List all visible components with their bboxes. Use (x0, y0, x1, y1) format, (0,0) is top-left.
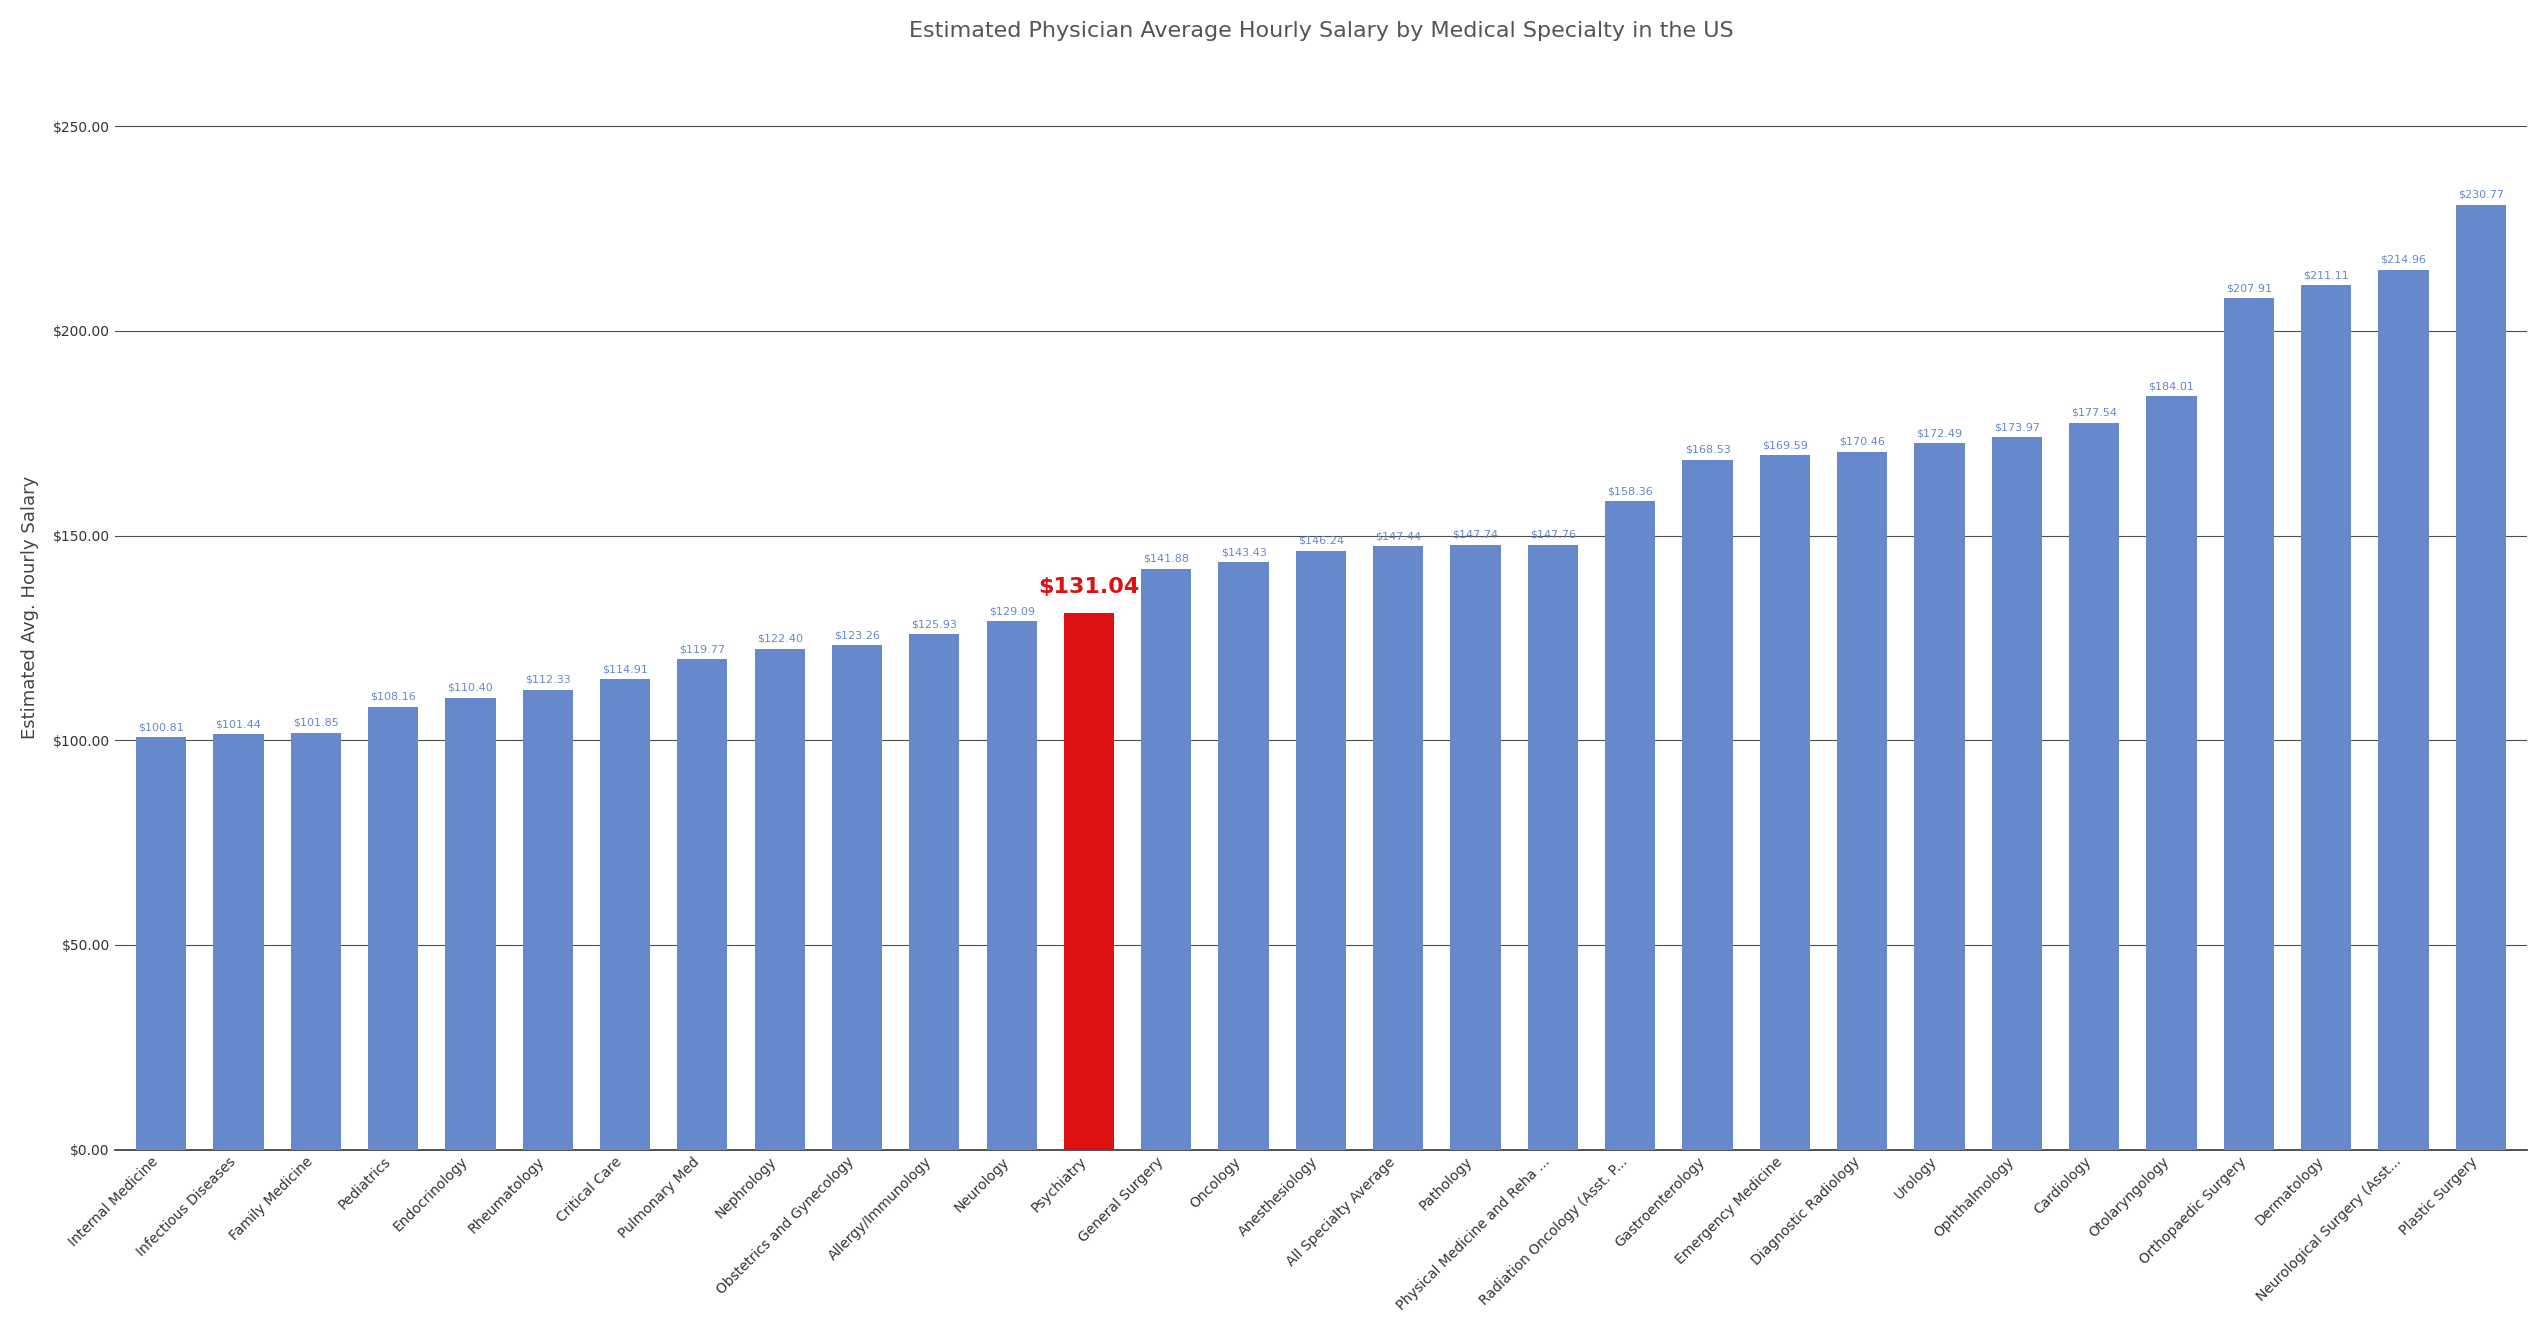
Text: $169.59: $169.59 (1761, 440, 1809, 451)
Text: $207.91: $207.91 (2227, 283, 2273, 293)
Text: $214.96: $214.96 (2380, 255, 2426, 264)
Bar (446, 698, 494, 1150)
Text: $147.74: $147.74 (1452, 530, 1498, 540)
Text: $100.81: $100.81 (138, 722, 183, 732)
Bar (1529, 544, 1577, 1150)
Text: $147.44: $147.44 (1376, 531, 1422, 542)
Text: $108.16: $108.16 (369, 692, 415, 702)
Bar (1682, 460, 1733, 1150)
Bar (986, 622, 1037, 1150)
Text: $110.40: $110.40 (448, 683, 494, 692)
Bar (2377, 269, 2428, 1150)
Bar (678, 659, 729, 1150)
Bar (2069, 423, 2120, 1150)
Text: $123.26: $123.26 (833, 630, 879, 640)
Bar (831, 646, 882, 1150)
Text: $141.88: $141.88 (1144, 554, 1190, 564)
Bar (1914, 443, 1965, 1150)
Text: $168.53: $168.53 (1684, 444, 1730, 455)
Text: $177.54: $177.54 (2072, 408, 2117, 418)
Bar (367, 707, 418, 1150)
Title: Estimated Physician Average Hourly Salary by Medical Specialty in the US: Estimated Physician Average Hourly Salar… (910, 21, 1733, 41)
Bar (1761, 455, 1809, 1150)
Text: $143.43: $143.43 (1220, 547, 1266, 558)
Bar (1065, 614, 1113, 1150)
Text: $230.77: $230.77 (2459, 189, 2505, 200)
Bar (754, 648, 805, 1150)
Text: $211.11: $211.11 (2303, 271, 2349, 280)
Text: $112.33: $112.33 (525, 675, 571, 684)
Text: $101.44: $101.44 (217, 719, 262, 730)
Text: $131.04: $131.04 (1040, 576, 1139, 596)
Bar (2456, 205, 2505, 1150)
Text: $125.93: $125.93 (912, 619, 958, 630)
Text: $119.77: $119.77 (680, 644, 726, 655)
Bar (214, 734, 262, 1150)
Bar (910, 634, 961, 1150)
Bar (2145, 396, 2196, 1150)
Bar (1450, 544, 1501, 1150)
Text: $147.76: $147.76 (1529, 530, 1575, 540)
Text: $146.24: $146.24 (1297, 536, 1343, 546)
Bar (1297, 551, 1345, 1150)
Bar (2301, 285, 2352, 1150)
Bar (1837, 452, 1888, 1150)
Text: $129.09: $129.09 (989, 606, 1034, 616)
Text: $101.85: $101.85 (293, 718, 339, 728)
Bar (2224, 299, 2273, 1150)
Text: $170.46: $170.46 (1840, 436, 1886, 447)
Text: $122.40: $122.40 (757, 634, 803, 643)
Bar (1373, 546, 1424, 1150)
Bar (1993, 438, 2041, 1150)
Text: $184.01: $184.01 (2148, 382, 2194, 391)
Bar (599, 679, 650, 1150)
Bar (522, 690, 573, 1150)
Text: $114.91: $114.91 (601, 664, 647, 674)
Text: $158.36: $158.36 (1608, 487, 1654, 496)
Bar (1142, 568, 1192, 1150)
Bar (135, 736, 186, 1150)
Bar (1605, 502, 1656, 1150)
Text: $172.49: $172.49 (1916, 428, 1962, 439)
Bar (1218, 563, 1269, 1150)
Y-axis label: Estimated Avg. Hourly Salary: Estimated Avg. Hourly Salary (20, 475, 38, 739)
Text: $173.97: $173.97 (1995, 423, 2041, 432)
Bar (290, 732, 341, 1150)
